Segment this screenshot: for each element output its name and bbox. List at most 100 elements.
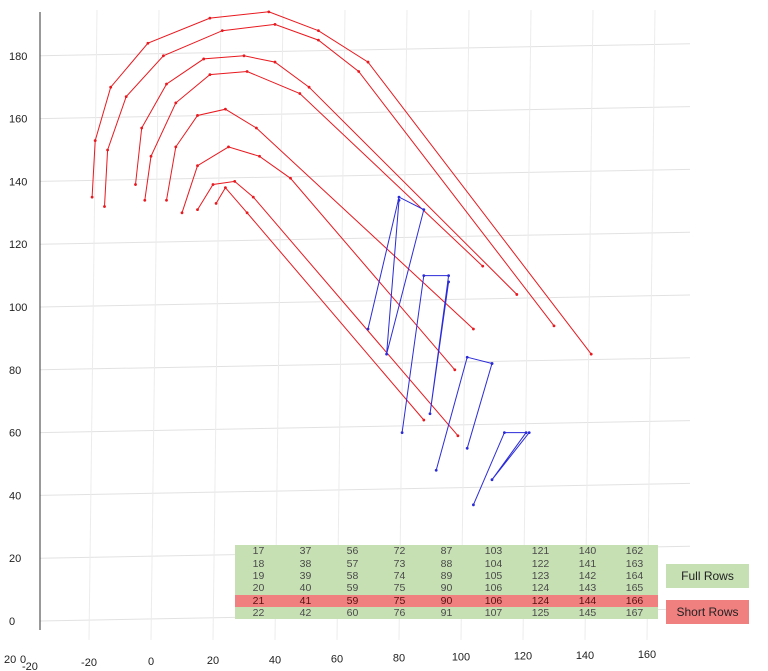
corner-tick-labels: 20 0-20 xyxy=(4,654,38,671)
grid-line xyxy=(460,9,470,641)
table-cell: 145 xyxy=(564,606,611,620)
table-cell: 19 xyxy=(235,569,282,583)
table-cell: 88 xyxy=(423,557,470,570)
series-point xyxy=(400,431,404,434)
series-point xyxy=(503,431,506,434)
table-cell: 106 xyxy=(470,594,517,607)
series-point xyxy=(481,264,485,268)
series-point xyxy=(149,154,153,158)
grid-line xyxy=(39,294,691,308)
series-point xyxy=(208,16,212,20)
series-point xyxy=(242,54,246,58)
table-cell: 41 xyxy=(282,594,329,607)
series-point xyxy=(472,327,475,331)
grid-line xyxy=(646,9,656,641)
series-line-8 xyxy=(215,186,425,421)
series-point xyxy=(196,208,199,212)
table-cell: 89 xyxy=(423,569,470,583)
y-tick-label: 100 xyxy=(9,302,27,314)
rows-table: 17 37 56 72 87 103 121 140 162 18 38 57 73 88 104 122 14… xyxy=(235,545,658,620)
x-tick-label: 120 xyxy=(514,651,532,663)
full-row: 17 37 56 72 87 103 121 140 162 xyxy=(235,545,658,558)
table-cell: 163 xyxy=(611,557,658,570)
table-cell: 121 xyxy=(517,545,564,558)
series-point xyxy=(366,60,370,64)
series-point xyxy=(165,82,168,86)
y-tick-label: 180 xyxy=(9,51,27,63)
series-point xyxy=(202,57,206,61)
series-point xyxy=(162,54,165,58)
series-point xyxy=(134,183,137,186)
table-cell: 40 xyxy=(282,582,329,595)
table-cell: 105 xyxy=(470,569,517,583)
series-point xyxy=(366,327,370,331)
table-cell: 42 xyxy=(282,606,329,620)
series-point xyxy=(465,446,469,450)
table-cell: 167 xyxy=(611,606,658,620)
series-point xyxy=(103,205,106,208)
table-cell: 39 xyxy=(282,569,329,583)
grid-line xyxy=(522,9,532,641)
y-tick-label: 20 xyxy=(9,553,21,565)
table-cell: 141 xyxy=(564,557,611,570)
table-cell: 74 xyxy=(376,569,423,583)
series-point xyxy=(258,154,261,158)
table-cell: 90 xyxy=(423,582,470,595)
grid-line xyxy=(212,9,222,641)
grid-line xyxy=(39,43,691,57)
series-point xyxy=(289,176,292,180)
table-cell: 75 xyxy=(376,594,423,607)
series-point xyxy=(106,148,109,152)
y-tick-label: 80 xyxy=(9,365,21,377)
x-tick-label: 60 xyxy=(331,653,343,665)
series-point xyxy=(397,198,401,202)
series-point xyxy=(174,101,178,105)
grid-line xyxy=(39,420,691,434)
table-cell: 17 xyxy=(235,545,282,558)
grid-line xyxy=(39,231,691,245)
full-row: 20 40 59 75 90 106 124 143 165 xyxy=(235,582,658,595)
table-cell: 58 xyxy=(329,569,376,583)
series-line-2 xyxy=(104,23,555,327)
grid-line xyxy=(336,9,346,641)
grid-line xyxy=(88,9,98,641)
x-tick-label: 100 xyxy=(452,652,470,664)
table-cell: 144 xyxy=(564,594,611,607)
grid-lines xyxy=(39,9,691,641)
series-point xyxy=(527,431,531,434)
series-point xyxy=(93,139,97,142)
series-point xyxy=(515,293,519,296)
y-tick-label: 40 xyxy=(9,490,21,502)
series-point xyxy=(211,183,215,186)
grid-line xyxy=(39,106,691,120)
series-point xyxy=(422,418,426,422)
table-cell: 124 xyxy=(517,594,564,607)
y-tick-label: 140 xyxy=(9,176,27,188)
table-cell: 60 xyxy=(329,606,376,620)
table-cell: 143 xyxy=(564,582,611,595)
series-point xyxy=(317,29,320,33)
table-cell: 140 xyxy=(564,545,611,558)
series-point xyxy=(245,70,249,73)
x-tick-labels: -20 0 20 40 60 80 100 120 140 160 xyxy=(81,649,656,669)
series-point xyxy=(307,85,311,89)
series-point xyxy=(428,412,432,416)
table-cell: 72 xyxy=(376,545,423,558)
series-point xyxy=(224,186,227,190)
table-cell: 18 xyxy=(235,557,282,570)
series-point xyxy=(165,198,168,202)
series-point xyxy=(214,201,218,205)
legend-short-rows: Short Rows xyxy=(666,600,749,624)
series-point xyxy=(453,368,457,372)
table-cell: 164 xyxy=(611,569,658,583)
table-cell: 56 xyxy=(329,545,376,558)
full-row: 22 42 60 76 91 107 125 145 167 xyxy=(235,606,658,620)
table-cell: 20 xyxy=(235,582,282,595)
series-point xyxy=(434,468,438,472)
table-cell: 166 xyxy=(611,594,658,607)
grid-line xyxy=(398,9,408,641)
table-cell: 37 xyxy=(282,545,329,558)
series-point xyxy=(124,95,128,99)
full-row: 18 38 57 73 88 104 122 141 163 xyxy=(235,557,658,570)
